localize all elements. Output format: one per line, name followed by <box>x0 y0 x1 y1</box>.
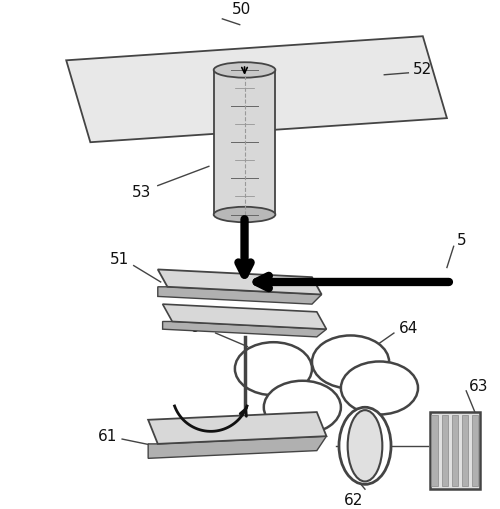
Ellipse shape <box>341 361 418 414</box>
Text: 53: 53 <box>132 185 151 200</box>
Bar <box>462 415 468 486</box>
Ellipse shape <box>214 207 276 222</box>
Ellipse shape <box>235 342 312 395</box>
Polygon shape <box>162 322 326 337</box>
Ellipse shape <box>214 62 276 78</box>
Polygon shape <box>158 269 322 295</box>
Bar <box>472 415 478 486</box>
Ellipse shape <box>312 335 389 388</box>
Text: 5: 5 <box>456 233 466 248</box>
Text: 62: 62 <box>344 493 363 508</box>
Bar <box>452 415 458 486</box>
Bar <box>432 415 438 486</box>
Ellipse shape <box>348 410 382 482</box>
Polygon shape <box>162 304 326 329</box>
Text: 63: 63 <box>469 379 488 393</box>
Text: 64: 64 <box>190 320 209 335</box>
Polygon shape <box>66 36 447 142</box>
Text: 50: 50 <box>232 2 252 17</box>
Polygon shape <box>158 287 322 304</box>
Bar <box>430 412 480 489</box>
Polygon shape <box>214 70 276 214</box>
Text: 61: 61 <box>98 429 117 444</box>
Ellipse shape <box>339 407 391 485</box>
Polygon shape <box>148 412 326 444</box>
Ellipse shape <box>264 381 341 434</box>
Bar <box>442 415 448 486</box>
Polygon shape <box>148 436 326 458</box>
Text: 64: 64 <box>398 321 418 336</box>
Text: 51: 51 <box>110 252 129 267</box>
Text: 52: 52 <box>413 63 432 77</box>
